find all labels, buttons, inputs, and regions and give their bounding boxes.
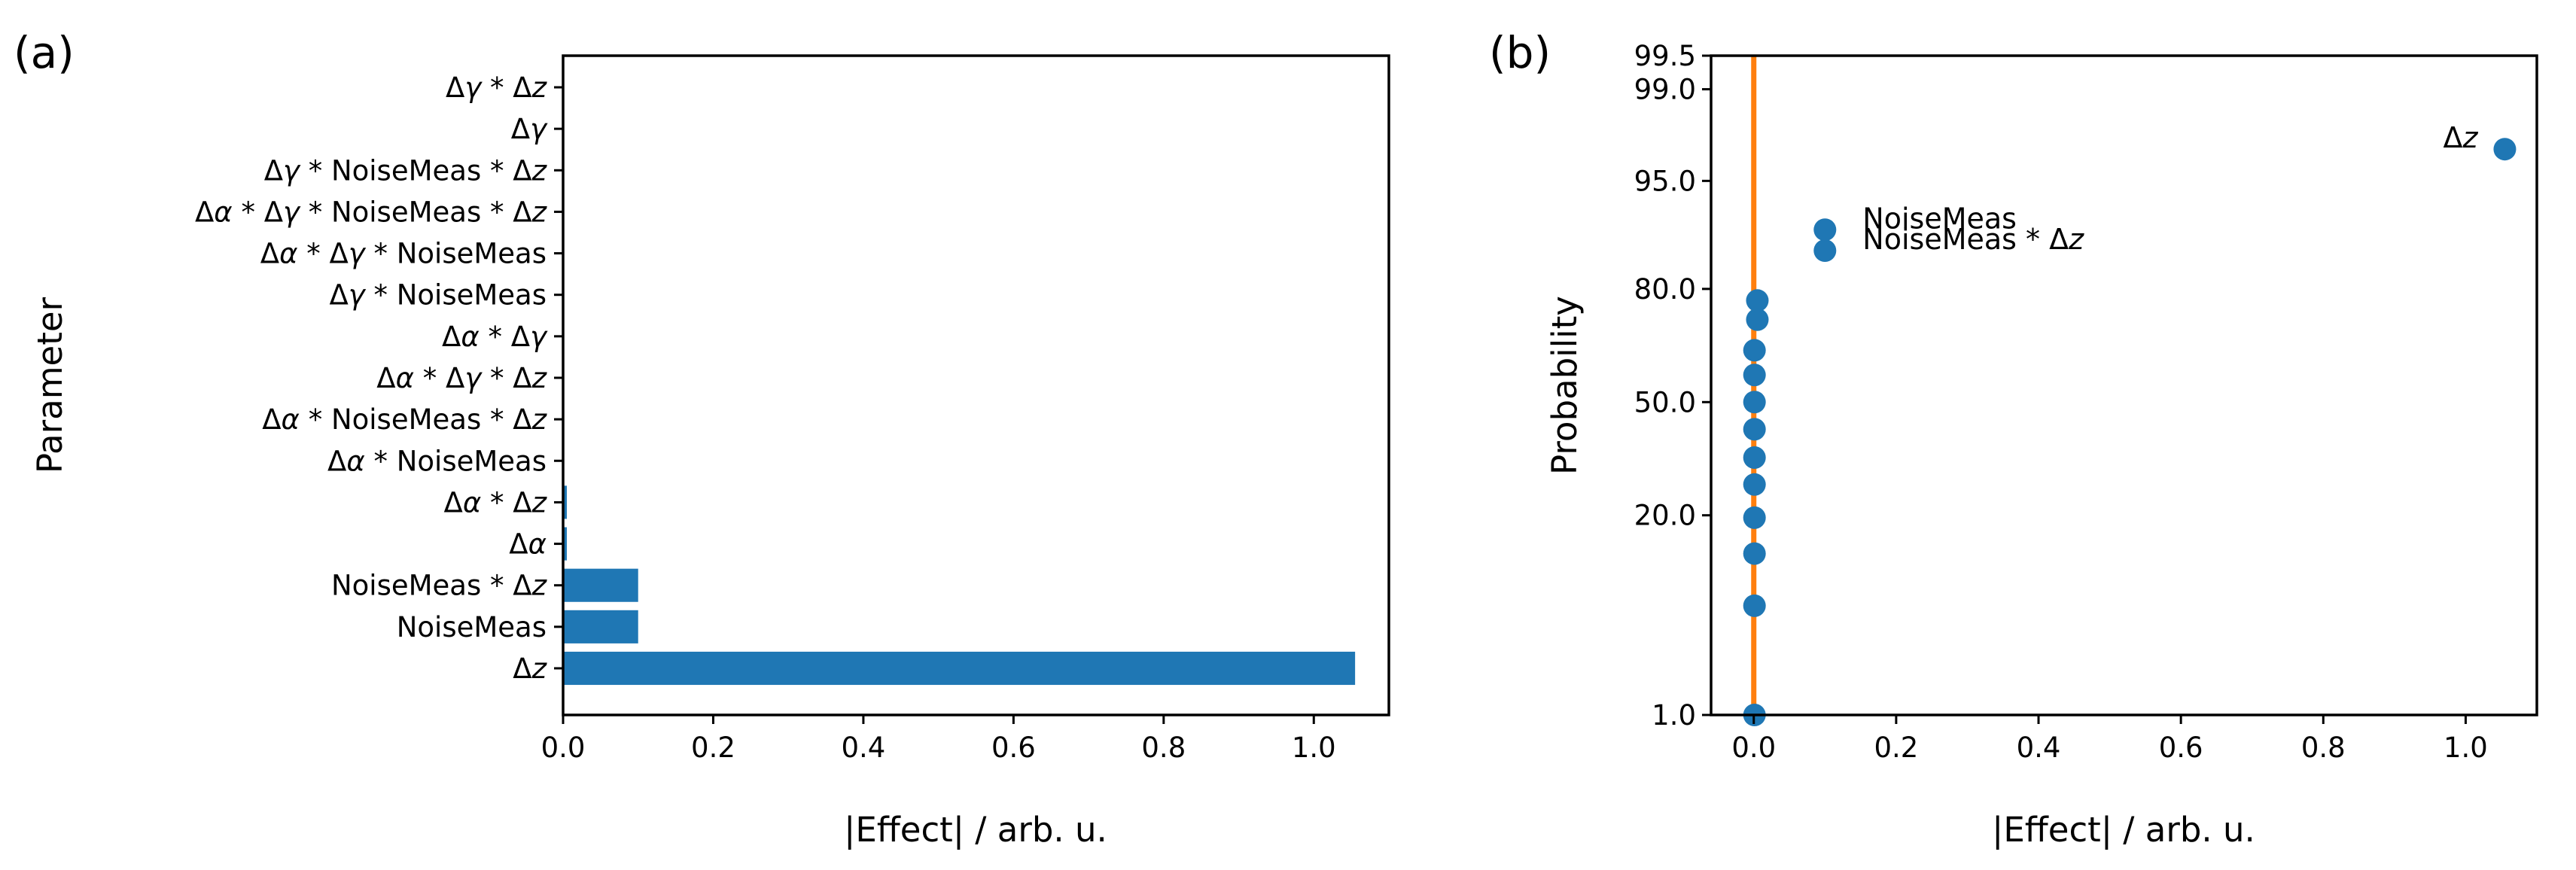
point-12 xyxy=(1813,239,1837,263)
y-tick-label-13: Δγ xyxy=(511,113,548,145)
panel-a-y-axis-label: Parameter xyxy=(30,297,70,473)
bar-0 xyxy=(563,651,1356,686)
y-tick-label-5: Δα * NoiseMeas xyxy=(327,445,547,477)
point-annotation-13: NoiseMeas xyxy=(1862,202,2017,235)
b-x-tick-label-5: 1.0 xyxy=(2444,732,2488,764)
point-13 xyxy=(1813,218,1837,242)
y-tick-label-1: NoiseMeas xyxy=(397,611,547,643)
panel-b-plot-frame xyxy=(1710,54,2538,716)
b-y-tick-label-5: 99.0 xyxy=(1634,74,1696,106)
b-y-tick-label-3: 80.0 xyxy=(1634,273,1696,306)
bar-3 xyxy=(563,527,567,561)
x-tick-label-2: 0.4 xyxy=(841,732,885,764)
y-tick-label-2: NoiseMeas * Δz xyxy=(331,570,548,602)
point-11 xyxy=(1746,289,1769,312)
panel-a-x-axis-label: |Effect| / arb. u. xyxy=(844,810,1107,850)
panel-b-label: (b) xyxy=(1489,27,1551,78)
b-x-tick-label-0: 0.0 xyxy=(1731,732,1776,764)
bar-2 xyxy=(563,568,638,602)
y-tick-label-7: Δα * Δγ * Δz xyxy=(376,362,547,394)
panel-b-x-axis-ticks: 0.0 0.2 0.4 0.6 0.8 1.0 xyxy=(1731,715,2488,764)
panel-a-label: (a) xyxy=(14,27,75,78)
y-tick-label-11: Δα * Δγ * NoiseMeas * Δz xyxy=(195,196,548,228)
panel-b-y-axis-ticks: 1.0 20.0 50.0 80.0 95.0 99.099.5 xyxy=(1634,40,1711,732)
y-tick-label-0: Δz xyxy=(513,652,547,685)
point-10 xyxy=(1746,308,1769,331)
b-y-tick-label-4: 95.0 xyxy=(1634,165,1696,197)
y-tick-label-14: Δγ * Δz xyxy=(446,71,548,104)
panel-b-y-axis-label: Probability xyxy=(1545,296,1585,475)
point-6 xyxy=(1743,418,1766,441)
x-tick-label-4: 0.8 xyxy=(1141,732,1186,764)
panel-a-effects-bar-chart: (a) Δz NoiseMeas NoiseMeas * Δz Δα Δα * Δz Δα… xyxy=(14,27,1390,850)
panel-b-points xyxy=(1743,138,2517,726)
b-x-tick-label-4: 0.8 xyxy=(2301,732,2346,764)
point-8 xyxy=(1743,364,1766,387)
panel-a-x-axis-ticks: 0.0 0.2 0.4 0.6 0.8 1.0 xyxy=(541,715,1336,764)
y-tick-label-9: Δγ * NoiseMeas xyxy=(329,279,547,312)
b-x-tick-label-2: 0.4 xyxy=(2017,732,2061,764)
b-y-tick-label-0: 1.0 xyxy=(1652,699,1696,732)
point-annotation-14: Δz xyxy=(2443,121,2478,154)
point-annotation-12: NoiseMeas * Δz xyxy=(1862,223,2084,256)
y-tick-label-3: Δα xyxy=(509,528,547,561)
y-tick-label-4: Δα * Δz xyxy=(444,486,548,519)
point-14 xyxy=(2493,138,2517,161)
y-tick-label-6: Δα * NoiseMeas * Δz xyxy=(262,403,547,436)
b-y-tick-label-1: 20.0 xyxy=(1634,500,1696,532)
x-tick-label-5: 1.0 xyxy=(1292,732,1336,764)
point-4 xyxy=(1743,473,1766,496)
bar-1 xyxy=(563,610,638,643)
b-y-tick-label-6: 99.5 xyxy=(1634,40,1696,72)
point-9 xyxy=(1743,339,1766,362)
x-tick-label-0: 0.0 xyxy=(541,732,586,764)
panel-a-plot-frame xyxy=(562,54,1390,716)
y-tick-label-12: Δγ * NoiseMeas * Δz xyxy=(264,154,548,187)
panel-a-bars xyxy=(563,70,1356,686)
bar-4 xyxy=(563,485,567,519)
point-1 xyxy=(1743,594,1766,617)
point-5 xyxy=(1743,446,1766,469)
b-x-tick-label-1: 0.2 xyxy=(1874,732,1918,764)
point-3 xyxy=(1743,506,1766,529)
x-tick-label-1: 0.2 xyxy=(691,732,735,764)
y-tick-label-8: Δα * Δγ xyxy=(442,321,548,353)
panel-a-y-axis-ticks: Δz NoiseMeas NoiseMeas * Δz Δα Δα * Δz Δα * N… xyxy=(195,71,563,685)
y-tick-label-10: Δα * Δγ * NoiseMeas xyxy=(260,238,547,270)
panel-b-x-axis-label: |Effect| / arb. u. xyxy=(1992,810,2255,850)
b-y-tick-label-2: 50.0 xyxy=(1634,386,1696,418)
x-tick-label-3: 0.6 xyxy=(991,732,1036,764)
b-x-tick-label-3: 0.6 xyxy=(2159,732,2203,764)
point-2 xyxy=(1743,542,1766,565)
point-7 xyxy=(1743,391,1766,414)
